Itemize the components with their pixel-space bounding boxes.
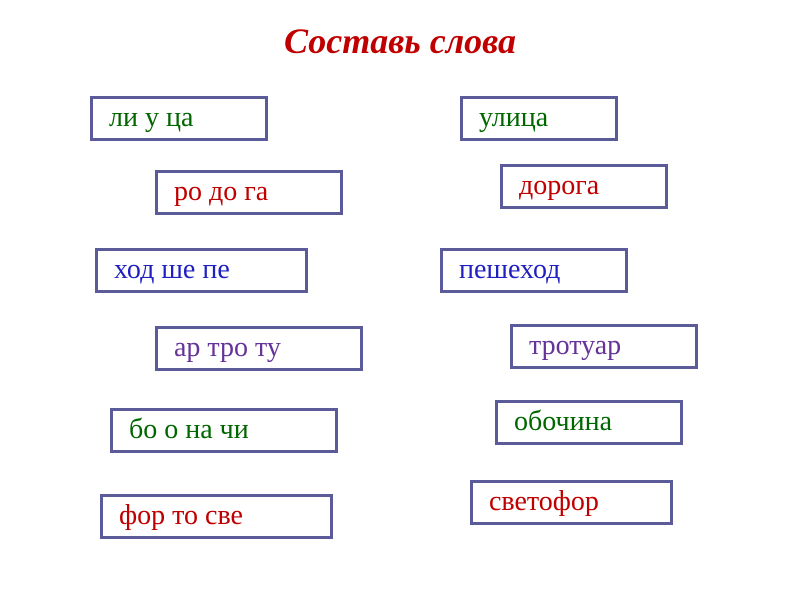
scrambled-trotuar: ар тро ту [155,326,363,371]
stage: Составь слова ли у ца улица ро до га дорога… [0,0,800,600]
answer-svetofor: светофор [470,480,673,525]
scrambled-doroga: ро до га [155,170,343,215]
scrambled-svetofor: фор то све [100,494,333,539]
scrambled-peshekhod: ход ше пе [95,248,308,293]
scrambled-ulitsa: ли у ца [90,96,268,141]
answer-peshekhod: пешеход [440,248,628,293]
answer-doroga: дорога [500,164,668,209]
answer-obochina: обочина [495,400,683,445]
answer-trotuar: тротуар [510,324,698,369]
scrambled-obochina: бо о на чи [110,408,338,453]
answer-ulitsa: улица [460,96,618,141]
page-title: Составь слова [0,20,800,62]
